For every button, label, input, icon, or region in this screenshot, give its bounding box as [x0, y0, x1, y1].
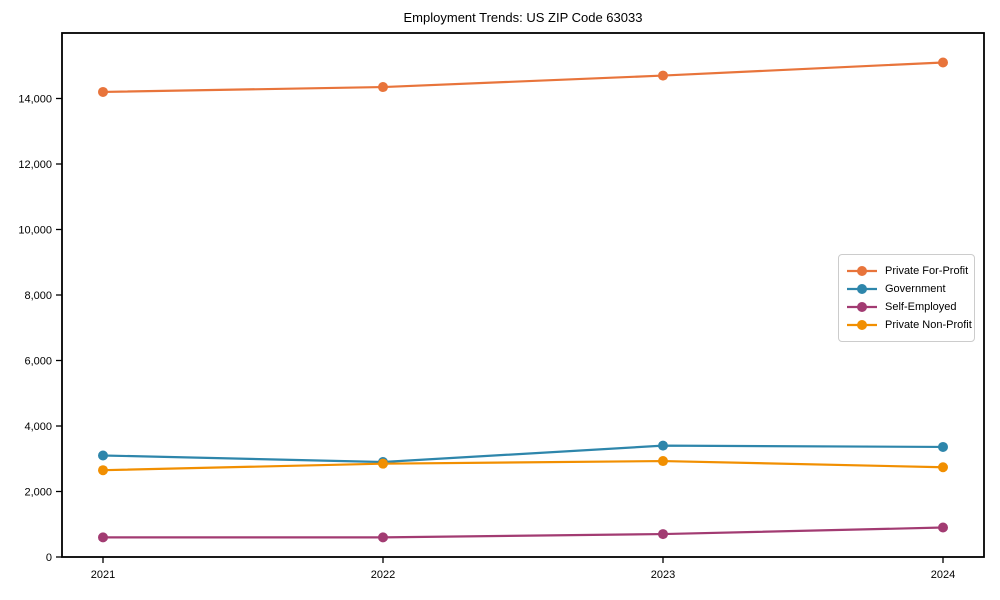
legend-item-self-employed: Self-Employed	[847, 298, 965, 316]
data-point-private-for-profit	[378, 82, 388, 93]
legend-marker-icon	[847, 266, 877, 276]
legend-label: Private For-Profit	[885, 265, 969, 277]
data-point-government	[938, 441, 948, 452]
chart-title: Employment Trends: US ZIP Code 63033	[403, 10, 643, 25]
data-point-self-employed	[378, 532, 388, 543]
data-point-private-non-profit	[938, 462, 948, 473]
y-tick-label: 0	[46, 552, 52, 564]
legend-label: Government	[885, 283, 946, 295]
data-point-private-for-profit	[658, 70, 668, 81]
legend-label: Self-Employed	[885, 301, 957, 313]
data-point-self-employed	[938, 522, 948, 533]
x-tick-label: 2024	[931, 569, 955, 581]
plot-frame	[61, 32, 985, 558]
x-tick-label: 2022	[371, 569, 395, 581]
legend-marker-icon	[847, 302, 877, 312]
data-point-private-non-profit	[378, 458, 388, 469]
series-line-self-employed	[103, 526, 944, 539]
data-point-self-employed	[98, 532, 108, 543]
legend-item-government: Government	[847, 280, 965, 298]
y-tick-label: 8,000	[24, 290, 52, 302]
legend-item-private-non-profit: Private Non-Profit	[847, 316, 972, 334]
x-tick-label: 2023	[651, 569, 675, 581]
series-line-government	[102, 444, 944, 464]
data-point-private-for-profit	[98, 86, 108, 97]
data-point-private-for-profit	[938, 57, 948, 68]
data-point-self-employed	[658, 529, 668, 540]
data-point-private-non-profit	[658, 456, 668, 467]
y-tick-label: 4,000	[24, 421, 52, 433]
data-point-government	[98, 450, 108, 461]
legend-item-private-for-profit: Private For-Profit	[847, 262, 969, 280]
data-point-private-non-profit	[98, 465, 108, 476]
legend-label: Private Non-Profit	[885, 319, 972, 331]
x-tick-label: 2021	[91, 569, 115, 581]
data-point-government	[658, 440, 668, 451]
y-tick-label: 12,000	[18, 159, 52, 171]
series-line-private-non-profit	[102, 459, 944, 472]
y-tick-label: 6,000	[24, 356, 52, 368]
series-line-private-for-profit	[102, 61, 944, 94]
legend: Private For-Profit Government Self-Employe…	[838, 254, 975, 342]
y-tick-label: 2,000	[24, 487, 52, 499]
legend-marker-icon	[847, 320, 877, 330]
y-tick-label: 10,000	[18, 225, 52, 237]
y-tick-label: 14,000	[18, 94, 52, 106]
legend-marker-icon	[847, 284, 877, 294]
